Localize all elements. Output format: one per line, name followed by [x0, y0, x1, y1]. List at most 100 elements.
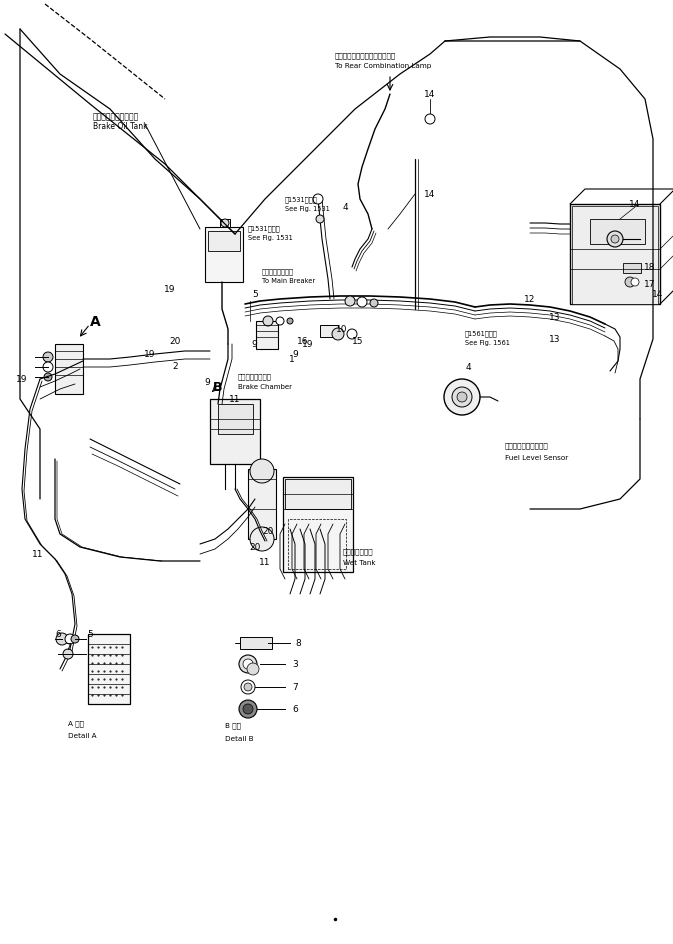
Circle shape — [457, 393, 467, 402]
Text: B 詳細: B 詳細 — [225, 721, 241, 728]
Circle shape — [347, 329, 357, 340]
Circle shape — [244, 683, 252, 691]
Text: 14: 14 — [652, 290, 664, 299]
Text: ウェットタンク: ウェットタンク — [343, 548, 374, 554]
Circle shape — [65, 634, 75, 645]
Text: 7: 7 — [65, 643, 71, 651]
Text: フェエルレベルセンサ: フェエルレベルセンサ — [505, 442, 548, 448]
Circle shape — [345, 296, 355, 307]
Text: Wet Tank: Wet Tank — [343, 560, 376, 565]
Circle shape — [239, 655, 257, 673]
Bar — [590, 220, 645, 244]
Circle shape — [243, 704, 253, 715]
Bar — [210, 399, 260, 464]
Text: 4: 4 — [465, 363, 471, 372]
Text: 第1531図参照: 第1531図参照 — [248, 225, 281, 231]
Text: 第1531図参照: 第1531図参照 — [285, 195, 318, 202]
Bar — [256, 322, 278, 349]
Circle shape — [243, 659, 253, 669]
Bar — [240, 637, 272, 649]
Bar — [205, 228, 243, 282]
Text: 19: 19 — [302, 340, 314, 349]
Text: 11: 11 — [32, 550, 44, 559]
Circle shape — [287, 319, 293, 325]
Circle shape — [247, 664, 259, 675]
Text: See Fig. 1561: See Fig. 1561 — [465, 340, 510, 346]
Text: 9: 9 — [204, 379, 210, 387]
Bar — [623, 263, 641, 274]
Text: 7: 7 — [292, 683, 298, 692]
Text: 6: 6 — [292, 705, 298, 714]
Text: 20: 20 — [262, 527, 274, 536]
Circle shape — [43, 353, 53, 362]
Bar — [285, 480, 351, 510]
Text: 8: 8 — [295, 639, 301, 648]
Circle shape — [221, 220, 229, 228]
Circle shape — [239, 700, 257, 718]
Text: 16: 16 — [297, 337, 309, 346]
Text: See Fig. 1531: See Fig. 1531 — [248, 235, 293, 241]
Text: 14: 14 — [424, 191, 435, 199]
Text: リヤコンビネーションランプへ: リヤコンビネーションランプへ — [335, 52, 396, 59]
Text: 1: 1 — [289, 355, 295, 364]
Text: 5: 5 — [87, 630, 93, 639]
Bar — [320, 326, 338, 338]
Text: Brake Chamber: Brake Chamber — [238, 383, 292, 390]
Text: 20: 20 — [249, 543, 260, 552]
Text: ブレーキオイルタンク: ブレーキオイルタンク — [93, 112, 139, 121]
Text: 5: 5 — [252, 290, 258, 299]
Circle shape — [263, 316, 273, 327]
Text: 19: 19 — [144, 350, 155, 359]
Text: 15: 15 — [352, 337, 363, 346]
Circle shape — [332, 329, 344, 341]
Circle shape — [316, 216, 324, 224]
Bar — [88, 634, 130, 704]
Circle shape — [63, 649, 73, 659]
Text: メインブレーカへ: メインブレーカへ — [262, 268, 294, 275]
Circle shape — [611, 236, 619, 244]
Text: 11: 11 — [259, 558, 271, 567]
Circle shape — [241, 681, 255, 694]
Text: 9: 9 — [251, 340, 257, 349]
Bar — [572, 207, 658, 305]
Circle shape — [56, 633, 68, 646]
Text: 20: 20 — [170, 337, 180, 346]
Text: 6: 6 — [55, 630, 61, 639]
Bar — [248, 469, 276, 539]
Text: A: A — [90, 314, 100, 329]
Text: 11: 11 — [229, 396, 241, 404]
Circle shape — [250, 528, 274, 551]
Bar — [55, 345, 83, 395]
Circle shape — [71, 635, 79, 643]
Text: Fuel Level Sensor: Fuel Level Sensor — [505, 454, 568, 461]
Text: 18: 18 — [644, 263, 656, 272]
Circle shape — [313, 194, 323, 205]
Text: 4: 4 — [342, 203, 348, 212]
Bar — [218, 405, 253, 434]
Bar — [283, 478, 353, 572]
Circle shape — [43, 362, 53, 373]
Text: B: B — [213, 381, 223, 394]
Circle shape — [357, 297, 367, 308]
Text: 17: 17 — [644, 280, 656, 289]
Text: 13: 13 — [549, 313, 561, 322]
Circle shape — [607, 232, 623, 247]
Text: 9: 9 — [292, 350, 298, 359]
Text: 19: 19 — [16, 375, 28, 384]
Text: To Main Breaker: To Main Breaker — [262, 278, 315, 284]
Text: Detail A: Detail A — [68, 733, 97, 738]
Circle shape — [425, 115, 435, 125]
Text: ブレーキチャンバ: ブレーキチャンバ — [238, 373, 272, 379]
Circle shape — [370, 299, 378, 308]
Circle shape — [625, 278, 635, 288]
Text: A 詳細: A 詳細 — [68, 719, 84, 726]
Text: 12: 12 — [524, 295, 536, 304]
Circle shape — [250, 460, 274, 483]
Circle shape — [44, 374, 52, 381]
Circle shape — [452, 388, 472, 408]
Text: To Rear Combination Lamp: To Rear Combination Lamp — [335, 63, 431, 69]
Text: See Fig. 1531: See Fig. 1531 — [285, 206, 330, 211]
Circle shape — [276, 318, 284, 326]
Text: 13: 13 — [549, 335, 561, 345]
Text: Detail B: Detail B — [225, 735, 254, 741]
